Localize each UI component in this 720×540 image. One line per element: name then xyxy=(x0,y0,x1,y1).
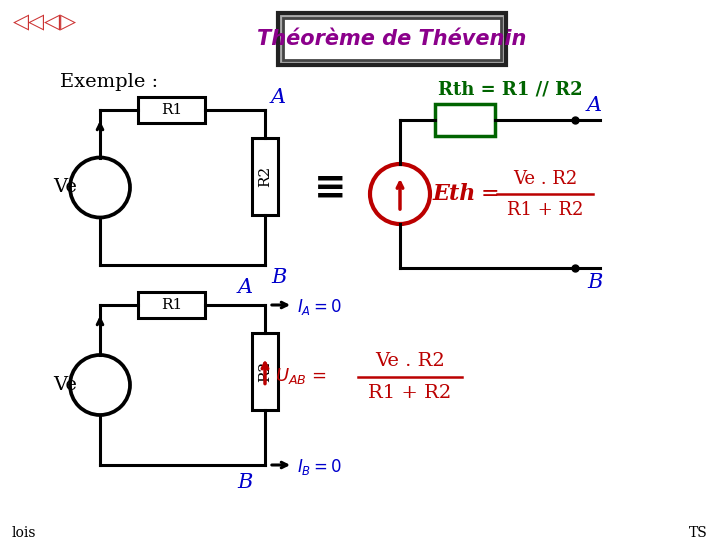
Text: Ve . R2: Ve . R2 xyxy=(513,170,577,188)
Text: Ve: Ve xyxy=(53,376,77,394)
Text: $I_A = 0$: $I_A = 0$ xyxy=(297,297,342,317)
Text: A: A xyxy=(271,88,286,107)
Text: Rth = R1 // R2: Rth = R1 // R2 xyxy=(438,81,582,99)
Bar xyxy=(138,97,205,123)
Text: R2: R2 xyxy=(258,166,272,187)
Text: A: A xyxy=(587,96,602,115)
Text: Exemple :: Exemple : xyxy=(60,73,158,91)
Bar xyxy=(435,104,495,136)
Text: Ve . R2: Ve . R2 xyxy=(375,352,445,369)
Text: Ve: Ve xyxy=(53,179,77,197)
Text: R1: R1 xyxy=(161,103,182,117)
Text: R1: R1 xyxy=(161,298,182,312)
Text: ≡: ≡ xyxy=(314,168,346,206)
Bar xyxy=(252,333,278,410)
Text: lois: lois xyxy=(12,526,37,540)
Text: ◁◁◁▷: ◁◁◁▷ xyxy=(13,12,77,32)
Bar xyxy=(252,138,278,215)
Text: A: A xyxy=(238,278,253,297)
Text: TS: TS xyxy=(689,526,708,540)
Text: $U_{AB}$ =: $U_{AB}$ = xyxy=(275,367,327,387)
Text: Théorème de Thévenin: Théorème de Thévenin xyxy=(257,29,527,49)
Text: R1 + R2: R1 + R2 xyxy=(369,384,451,402)
Text: R1 + R2: R1 + R2 xyxy=(507,201,583,219)
Text: B: B xyxy=(271,268,287,287)
Bar xyxy=(278,13,506,65)
Bar xyxy=(138,292,205,318)
Text: $I_B = 0$: $I_B = 0$ xyxy=(297,457,342,477)
Text: R2: R2 xyxy=(258,361,272,382)
Text: B: B xyxy=(238,473,253,492)
Text: Eth: Eth xyxy=(433,183,477,205)
Text: =: = xyxy=(481,183,499,205)
Bar xyxy=(283,18,501,60)
Text: B: B xyxy=(587,273,603,292)
